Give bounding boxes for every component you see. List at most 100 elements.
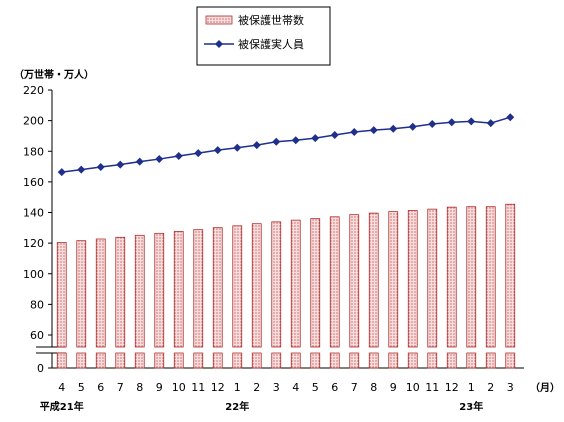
x-tick-label: 6 — [331, 381, 338, 394]
line-point — [486, 119, 495, 128]
bar-base — [134, 352, 145, 369]
bar — [505, 203, 516, 348]
bar-base — [232, 352, 243, 369]
y-tick-label: 100 — [23, 268, 44, 281]
bar — [310, 218, 321, 348]
line-point — [506, 113, 515, 122]
x-tick-label: 1 — [468, 381, 475, 394]
bar — [446, 206, 457, 348]
bar-base — [212, 352, 223, 369]
bar-base — [446, 352, 457, 369]
x-tick-label: 11 — [191, 381, 205, 394]
bar-base — [368, 352, 379, 369]
x-tick-label: 6 — [97, 381, 104, 394]
x-tick-label: 5 — [78, 381, 85, 394]
bar-base — [349, 352, 360, 369]
bar — [368, 212, 379, 348]
x-tick-label: 2 — [487, 381, 494, 394]
bar-base — [427, 352, 438, 369]
bar-base — [505, 352, 516, 369]
x-tick-label: 3 — [507, 381, 514, 394]
bar — [115, 236, 126, 348]
x-tick-label: 7 — [351, 381, 358, 394]
bar — [388, 211, 399, 348]
bar-base — [251, 352, 262, 369]
line-point — [252, 141, 261, 150]
x-tick-label: 4 — [292, 381, 299, 394]
bar-base — [95, 352, 106, 369]
legend-bar-label: 被保護世帯数 — [238, 13, 304, 27]
bar-base — [193, 352, 204, 369]
bar-base — [76, 352, 87, 369]
x-unit-label: （月） — [530, 381, 560, 394]
x-tick-label: 1 — [234, 381, 241, 394]
x-tick-label: 8 — [370, 381, 377, 394]
bar — [232, 225, 243, 348]
bar-base — [154, 352, 165, 369]
bar — [173, 231, 184, 348]
line-point — [330, 131, 339, 140]
bar-base — [115, 352, 126, 369]
line-point — [57, 168, 66, 177]
bar-base — [388, 352, 399, 369]
x-tick-label: 3 — [273, 381, 280, 394]
y-tick-label: 140 — [23, 207, 44, 220]
bar — [95, 238, 106, 348]
bar-base — [56, 352, 67, 369]
bar-base — [173, 352, 184, 369]
x-tick-label: 9 — [156, 381, 163, 394]
bar — [329, 216, 340, 348]
bar — [193, 229, 204, 348]
bar-base — [329, 352, 340, 369]
bar — [485, 206, 496, 348]
line-point — [350, 127, 359, 136]
bar — [271, 221, 282, 348]
line-point — [155, 155, 164, 164]
line-point — [77, 165, 86, 174]
x-tick-label: 9 — [390, 381, 397, 394]
legend-marker-swatch — [215, 40, 223, 48]
line-point — [272, 137, 281, 146]
line-point — [408, 122, 417, 131]
line-point — [467, 117, 476, 126]
line-series — [57, 113, 515, 177]
bar — [290, 219, 301, 348]
line-point — [135, 157, 144, 166]
year-label: 平成21年 — [40, 400, 84, 413]
legend-line-label: 被保護実人員 — [238, 37, 304, 51]
bar-series — [56, 203, 516, 369]
y-tick-label: 0 — [37, 362, 44, 375]
bar-base — [466, 352, 477, 369]
x-tick-label: 10 — [406, 381, 420, 394]
line-point — [311, 134, 320, 143]
bar — [76, 240, 87, 348]
x-tick-label: 4 — [58, 381, 65, 394]
bar — [427, 208, 438, 348]
line-point — [116, 160, 125, 169]
axes — [36, 89, 524, 369]
y-tick-label: 220 — [23, 84, 44, 97]
line-path — [61, 116, 511, 173]
y-tick-label: 160 — [23, 176, 44, 189]
line-point — [174, 151, 183, 160]
bar — [251, 223, 262, 348]
y-tick-label: 60 — [30, 329, 44, 342]
y-tick-label: 80 — [30, 298, 44, 311]
legend-bar-swatch — [205, 15, 233, 25]
line-point — [194, 149, 203, 158]
x-tick-label: 8 — [136, 381, 143, 394]
bar-base — [271, 352, 282, 369]
line-point — [369, 126, 378, 135]
bar — [134, 234, 145, 348]
x-tick-label: 5 — [312, 381, 319, 394]
line-point — [389, 124, 398, 133]
x-tick-label: 12 — [211, 381, 225, 394]
x-tick-label: 7 — [117, 381, 124, 394]
bar — [466, 206, 477, 348]
line-point — [291, 136, 300, 145]
y-unit-label: （万世帯・万人） — [14, 68, 94, 81]
bar-base — [310, 352, 321, 369]
line-point — [96, 163, 105, 172]
legend: 被保護世帯数 被保護実人員 — [196, 6, 331, 66]
